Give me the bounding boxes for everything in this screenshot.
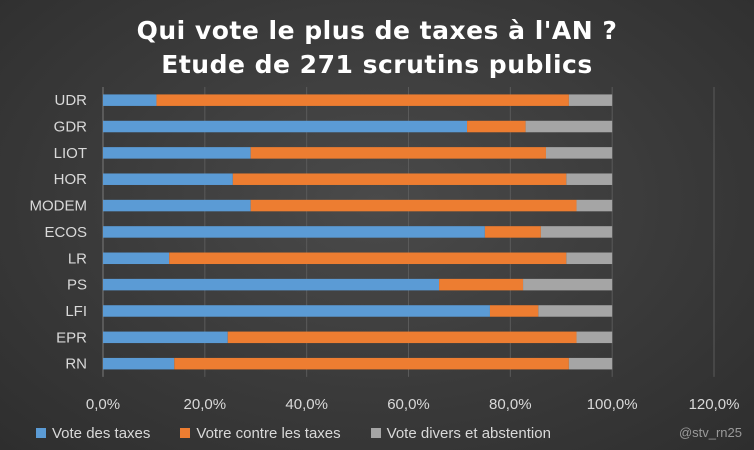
- bar-segment: [169, 252, 567, 265]
- y-tick-label: RN: [65, 356, 87, 373]
- bar-segment: [103, 252, 170, 265]
- bar-segment: [103, 357, 175, 370]
- legend-label: Vote des taxes: [52, 424, 151, 442]
- bar-segment: [576, 199, 613, 212]
- bar-segment: [484, 226, 541, 238]
- bar-segment: [103, 278, 440, 291]
- bar-segment: [566, 173, 613, 185]
- bar-segment: [489, 305, 539, 317]
- bar-segment: [523, 278, 613, 291]
- bar-segment: [576, 331, 613, 344]
- bar-segment: [525, 120, 613, 133]
- bar-segment: [103, 199, 251, 212]
- bar-segment: [250, 147, 546, 159]
- bar-segment: [156, 94, 569, 106]
- bar-segment: [103, 173, 233, 185]
- legend-item-vote-des-taxes: Vote des taxes: [36, 425, 150, 442]
- y-tick-label: ECOS: [44, 224, 87, 241]
- bar-segment: [545, 147, 613, 159]
- bar-segment: [174, 357, 569, 370]
- bar-segment: [103, 147, 251, 159]
- bar-segment: [568, 357, 613, 370]
- legend-swatch: [370, 428, 381, 438]
- y-tick-label: MODEM: [30, 198, 88, 215]
- legend: Vote des taxes Votre contre les taxes Vo…: [36, 423, 551, 443]
- y-tick-label: UDR: [55, 92, 88, 109]
- x-tick-label: 80,0%: [489, 396, 532, 413]
- chart-subtitle: Etude de 271 scrutins publics: [161, 50, 593, 79]
- bar-segment: [439, 278, 524, 291]
- bar-segment: [232, 173, 567, 185]
- legend-label: Vote divers et abstention: [386, 424, 551, 442]
- bar-segment: [227, 331, 577, 344]
- bar-segment: [467, 120, 526, 133]
- bar-segment: [568, 94, 613, 106]
- bar-segment: [566, 252, 613, 265]
- x-tick-label: 60,0%: [387, 396, 430, 413]
- y-tick-label: LR: [68, 250, 87, 267]
- legend-item-divers-abstention: Vote divers et abstention: [370, 424, 551, 442]
- y-tick-label: LIOT: [54, 145, 87, 162]
- legend-label: Votre contre les taxes: [196, 424, 341, 442]
- x-tick-label: 20,0%: [184, 396, 227, 413]
- chart-title: Qui vote le plus de taxes à l'AN ? Etude…: [0, 14, 754, 82]
- y-tick-label: LFI: [65, 303, 87, 320]
- chart-title-line1: Qui vote le plus de taxes à l'AN ?: [136, 16, 618, 45]
- y-tick-label: HOR: [54, 171, 88, 188]
- bar-segment: [103, 120, 468, 133]
- x-tick-label: 100,0%: [587, 396, 638, 413]
- bar-segment: [103, 305, 490, 317]
- y-tick-label: EPR: [56, 329, 87, 346]
- bar-segment: [538, 305, 613, 317]
- legend-swatch: [180, 428, 191, 438]
- bar-segment: [103, 94, 157, 106]
- bar-segment: [103, 226, 485, 238]
- bar-segment: [103, 331, 228, 344]
- x-tick-label: 0,0%: [86, 396, 120, 413]
- legend-item-contre-les-taxes: Votre contre les taxes: [180, 424, 341, 442]
- y-tick-label: GDR: [54, 119, 88, 136]
- x-tick-label: 40,0%: [285, 396, 328, 413]
- bar-segment: [540, 226, 613, 238]
- y-tick-label: PS: [67, 277, 87, 294]
- credit-handle: @stv_rn25: [678, 425, 742, 440]
- legend-swatch: [36, 428, 46, 438]
- bar-segment: [250, 199, 577, 212]
- x-tick-label: 120,0%: [689, 396, 740, 413]
